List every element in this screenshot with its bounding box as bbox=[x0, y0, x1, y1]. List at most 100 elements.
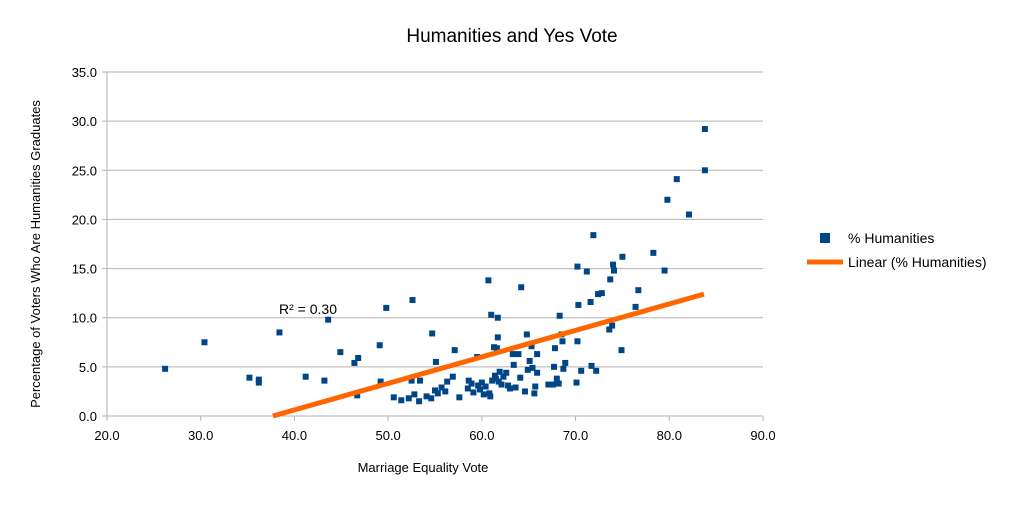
scatter-point bbox=[276, 329, 283, 336]
scatter-point bbox=[500, 373, 507, 380]
scatter-point bbox=[325, 316, 332, 323]
gridlines bbox=[107, 71, 763, 368]
scatter-point bbox=[487, 393, 494, 400]
scatter-point bbox=[606, 326, 613, 333]
y-tick-label: 0.0 bbox=[79, 409, 97, 424]
scatter-point bbox=[664, 196, 671, 203]
scatter-point bbox=[685, 211, 692, 218]
x-tick-label: 60.0 bbox=[469, 428, 494, 443]
data-points bbox=[162, 126, 708, 405]
scatter-point bbox=[494, 334, 501, 341]
legend-marker-humanities bbox=[820, 233, 830, 243]
scatter-point bbox=[515, 351, 522, 358]
scatter-point bbox=[619, 253, 626, 260]
r-squared-label: R² = 0.30 bbox=[279, 301, 337, 317]
scatter-point bbox=[494, 314, 501, 321]
scatter-point bbox=[556, 312, 563, 319]
scatter-point bbox=[590, 232, 597, 239]
scatter-point bbox=[610, 261, 617, 268]
x-tick-label: 70.0 bbox=[563, 428, 588, 443]
scatter-point bbox=[376, 342, 383, 349]
scatter-point bbox=[456, 394, 463, 401]
scatter-point bbox=[518, 284, 525, 291]
scatter-point bbox=[609, 322, 616, 329]
scatter-point bbox=[545, 381, 552, 388]
scatter-point bbox=[575, 301, 582, 308]
x-tick-label: 40.0 bbox=[282, 428, 307, 443]
scatter-point bbox=[255, 379, 262, 386]
scatter-point bbox=[496, 368, 503, 375]
scatter-point bbox=[618, 347, 625, 354]
scatter-point bbox=[635, 287, 642, 294]
x-tick-label: 90.0 bbox=[750, 428, 775, 443]
x-tick-label: 50.0 bbox=[375, 428, 400, 443]
scatter-point bbox=[201, 339, 208, 346]
scatter-point bbox=[488, 311, 495, 318]
scatter-point bbox=[398, 397, 405, 404]
scatter-point bbox=[470, 389, 477, 396]
scatter-point bbox=[417, 377, 424, 384]
scatter-point bbox=[701, 167, 708, 174]
scatter-point bbox=[578, 367, 585, 374]
scatter-point bbox=[560, 365, 567, 372]
scatter-point bbox=[523, 331, 530, 338]
scatter-point bbox=[701, 126, 708, 133]
scatter-point bbox=[550, 381, 557, 388]
scatter-point bbox=[405, 395, 412, 402]
scatter-point bbox=[493, 345, 500, 352]
y-tick-label: 5.0 bbox=[79, 360, 97, 375]
scatter-point bbox=[442, 388, 449, 395]
scatter-point bbox=[509, 351, 516, 358]
scatter-point bbox=[390, 394, 397, 401]
scatter-point bbox=[528, 343, 535, 350]
scatter-point bbox=[555, 380, 562, 387]
legend-label-linear: Linear (% Humanities) bbox=[848, 254, 987, 270]
scatter-point bbox=[354, 392, 361, 399]
scatter-point bbox=[321, 377, 328, 384]
scatter-point bbox=[510, 361, 517, 368]
scatter-point bbox=[607, 276, 614, 283]
scatter-point bbox=[673, 176, 680, 183]
scatter-point bbox=[482, 383, 489, 390]
scatter-point bbox=[553, 375, 560, 382]
y-tick-label: 20.0 bbox=[72, 212, 97, 227]
scatter-point bbox=[480, 391, 487, 398]
scatter-point bbox=[444, 378, 451, 385]
scatter-point bbox=[464, 385, 471, 392]
scatter-point bbox=[551, 363, 558, 370]
scatter-point bbox=[476, 386, 483, 393]
scatter-point bbox=[574, 338, 581, 345]
scatter-point bbox=[429, 330, 436, 337]
scatter-point bbox=[428, 395, 435, 402]
scatter-point bbox=[593, 367, 600, 374]
scatter-point bbox=[534, 369, 541, 376]
scatter-point bbox=[423, 393, 430, 400]
scatter-point bbox=[551, 345, 558, 352]
scatter-point bbox=[489, 377, 496, 384]
scatter-point bbox=[302, 373, 309, 380]
x-tick-label: 80.0 bbox=[657, 428, 682, 443]
scatter-point bbox=[408, 377, 415, 384]
scatter-point bbox=[521, 388, 528, 395]
scatter-point bbox=[246, 374, 253, 381]
scatter-point bbox=[534, 351, 541, 358]
scatter-point bbox=[595, 291, 602, 298]
trendline bbox=[272, 291, 705, 419]
y-tick-label: 35.0 bbox=[72, 65, 97, 80]
scatter-point bbox=[532, 383, 539, 390]
scatter-point bbox=[434, 390, 441, 397]
scatter-point bbox=[598, 290, 605, 297]
scatter-point bbox=[478, 379, 485, 386]
trendline-layer bbox=[272, 291, 705, 419]
y-axis-title: Percentage of Voters Who Are Humanities … bbox=[28, 100, 43, 408]
scatter-point bbox=[498, 381, 505, 388]
scatter-point bbox=[438, 384, 445, 391]
scatter-point bbox=[451, 347, 458, 354]
scatter-point bbox=[512, 384, 519, 391]
scatter-point bbox=[661, 267, 668, 274]
scatter-point bbox=[574, 263, 581, 270]
scatter-point bbox=[650, 249, 657, 256]
scatter-point bbox=[610, 267, 617, 274]
scatter-point bbox=[337, 349, 344, 356]
scatter-point bbox=[355, 355, 362, 362]
